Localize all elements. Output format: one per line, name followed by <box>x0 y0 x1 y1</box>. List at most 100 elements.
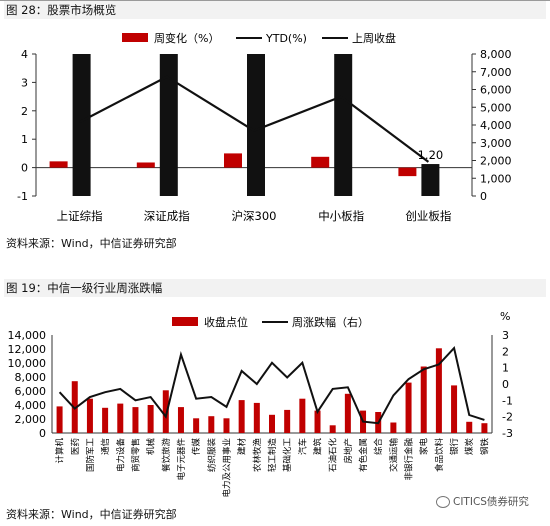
bar-close-level <box>56 406 63 433</box>
figure-1-source: 资料来源：Wind，中信证券研究部 <box>6 237 177 250</box>
legend-swatch-close-level <box>172 317 198 326</box>
right-axis-unit: % <box>500 310 510 323</box>
category-label: 电力及公用事业 <box>221 438 232 498</box>
right-tick-label: 0 <box>480 190 487 203</box>
left-tick-label: 10,000 <box>8 357 47 370</box>
right-tick-label: -1 <box>502 394 513 407</box>
bar-close-level <box>269 414 275 433</box>
left-tick-label: 1 <box>21 133 28 146</box>
category-label: 综合 <box>373 438 384 456</box>
left-tick-label: 6,000 <box>15 385 47 398</box>
bar-close-level <box>253 402 260 433</box>
category-label: 中小板指 <box>318 209 364 223</box>
bar-close-level <box>284 409 291 433</box>
category-label: 食品饮料 <box>434 438 445 473</box>
category-label: 沪深300 <box>232 209 277 223</box>
right-tick-label: 0 <box>502 378 509 391</box>
watermark: CITICS债券研究 <box>436 495 529 509</box>
watermark-text: CITICS债券研究 <box>453 496 529 508</box>
wechat-icon <box>436 496 450 508</box>
top-rule <box>0 0 550 1</box>
right-tick-label: -2 <box>502 411 513 424</box>
bar-last-close <box>72 54 91 196</box>
category-label: 非银行金融 <box>404 438 415 481</box>
legend-swatch-weekly-change <box>122 33 148 42</box>
bar-close-level <box>481 423 488 433</box>
bar-close-level <box>435 348 442 433</box>
bar-weekly-change <box>136 162 155 168</box>
line-ytd <box>79 75 430 163</box>
bar-close-level <box>193 418 200 433</box>
category-label: 电力设备 <box>115 438 126 473</box>
bar-close-level <box>132 407 139 433</box>
legend-label: 上周收盘 <box>352 31 396 45</box>
bar-close-level <box>405 382 412 433</box>
right-tick-label: 4,000 <box>480 119 512 132</box>
left-tick-label: 4,000 <box>15 399 47 412</box>
category-label: 农林牧渔 <box>252 438 263 473</box>
category-label: 机械 <box>146 438 157 456</box>
bar-close-level <box>314 410 321 433</box>
left-tick-label: 2,000 <box>15 413 47 426</box>
bar-close-level <box>344 393 351 433</box>
bar-weekly-change <box>224 153 242 168</box>
bar-close-level <box>177 407 184 433</box>
chart-2-industry-weekly: 02,0004,0006,0008,00010,00012,00014,000-… <box>8 310 513 498</box>
legend-label: 周涨跌幅（右） <box>292 315 369 329</box>
bar-last-close <box>159 54 178 196</box>
category-label: 建筑 <box>313 438 324 456</box>
left-tick-label: 12,000 <box>8 343 47 356</box>
category-label: 建材 <box>237 438 248 456</box>
category-label: 煤炭 <box>464 438 475 456</box>
bar-close-level <box>420 366 427 433</box>
category-label: 交通运输 <box>388 438 399 473</box>
bar-close-level <box>162 390 169 433</box>
category-label: 钢铁 <box>479 438 490 456</box>
bar-last-close <box>421 164 440 196</box>
category-label: 国防军工 <box>85 438 96 473</box>
category-label: 创业板指 <box>405 209 451 223</box>
right-tick-label: 3,000 <box>480 137 512 150</box>
bar-last-close <box>247 54 265 196</box>
left-tick-label: 14,000 <box>8 329 47 342</box>
line-weekly-change <box>58 345 485 425</box>
category-label: 基础化工 <box>282 438 293 473</box>
left-tick-label: 0 <box>21 162 28 175</box>
bar-close-level <box>451 385 458 433</box>
right-tick-label: 2 <box>502 345 509 358</box>
category-label: 房地产 <box>343 438 354 464</box>
legend-label: 周变化（%） <box>154 31 219 45</box>
left-tick-label: 3 <box>21 76 28 89</box>
figure-1-title: 图 28：股票市场概览 <box>4 1 546 19</box>
right-tick-label: 5,000 <box>480 101 512 114</box>
right-tick-label: 6,000 <box>480 84 512 97</box>
bar-close-level <box>86 398 93 433</box>
category-label: 纺织服装 <box>206 438 217 473</box>
legend-label: YTD(%) <box>265 32 307 45</box>
bar-close-level <box>299 398 306 433</box>
bar-close-level <box>466 421 473 433</box>
bar-weekly-change <box>49 161 68 168</box>
category-label: 银行 <box>449 438 460 456</box>
left-tick-label: 4 <box>21 48 28 61</box>
bar-last-close <box>334 54 353 196</box>
left-tick-label: 0 <box>39 427 46 440</box>
category-label: 上证综指 <box>57 209 103 223</box>
left-tick-label: 2 <box>21 105 28 118</box>
bar-close-level <box>102 407 109 433</box>
category-label: 有色金属 <box>358 438 369 472</box>
bar-weekly-change <box>311 156 330 168</box>
chart-1-market-overview: -1 0 1 2 3 4 0 1,000 2,000 3,000 4,000 5,000 6,000 7,… <box>17 31 512 223</box>
bar-close-level <box>208 416 215 433</box>
bar-close-level <box>223 418 230 433</box>
right-tick-label: -3 <box>502 427 513 440</box>
data-label: 1.20 <box>418 148 444 162</box>
left-tick-label: -1 <box>17 190 28 203</box>
figure-2-source: 资料来源：Wind，中信证券研究部 <box>6 508 177 521</box>
category-label: 深证成指 <box>144 209 190 223</box>
category-label: 家电 <box>419 438 430 456</box>
bar-close-level <box>117 403 124 433</box>
bar-close-level <box>329 425 336 433</box>
right-tick-label: 1 <box>502 362 509 375</box>
right-tick-label: 3 <box>502 329 509 342</box>
